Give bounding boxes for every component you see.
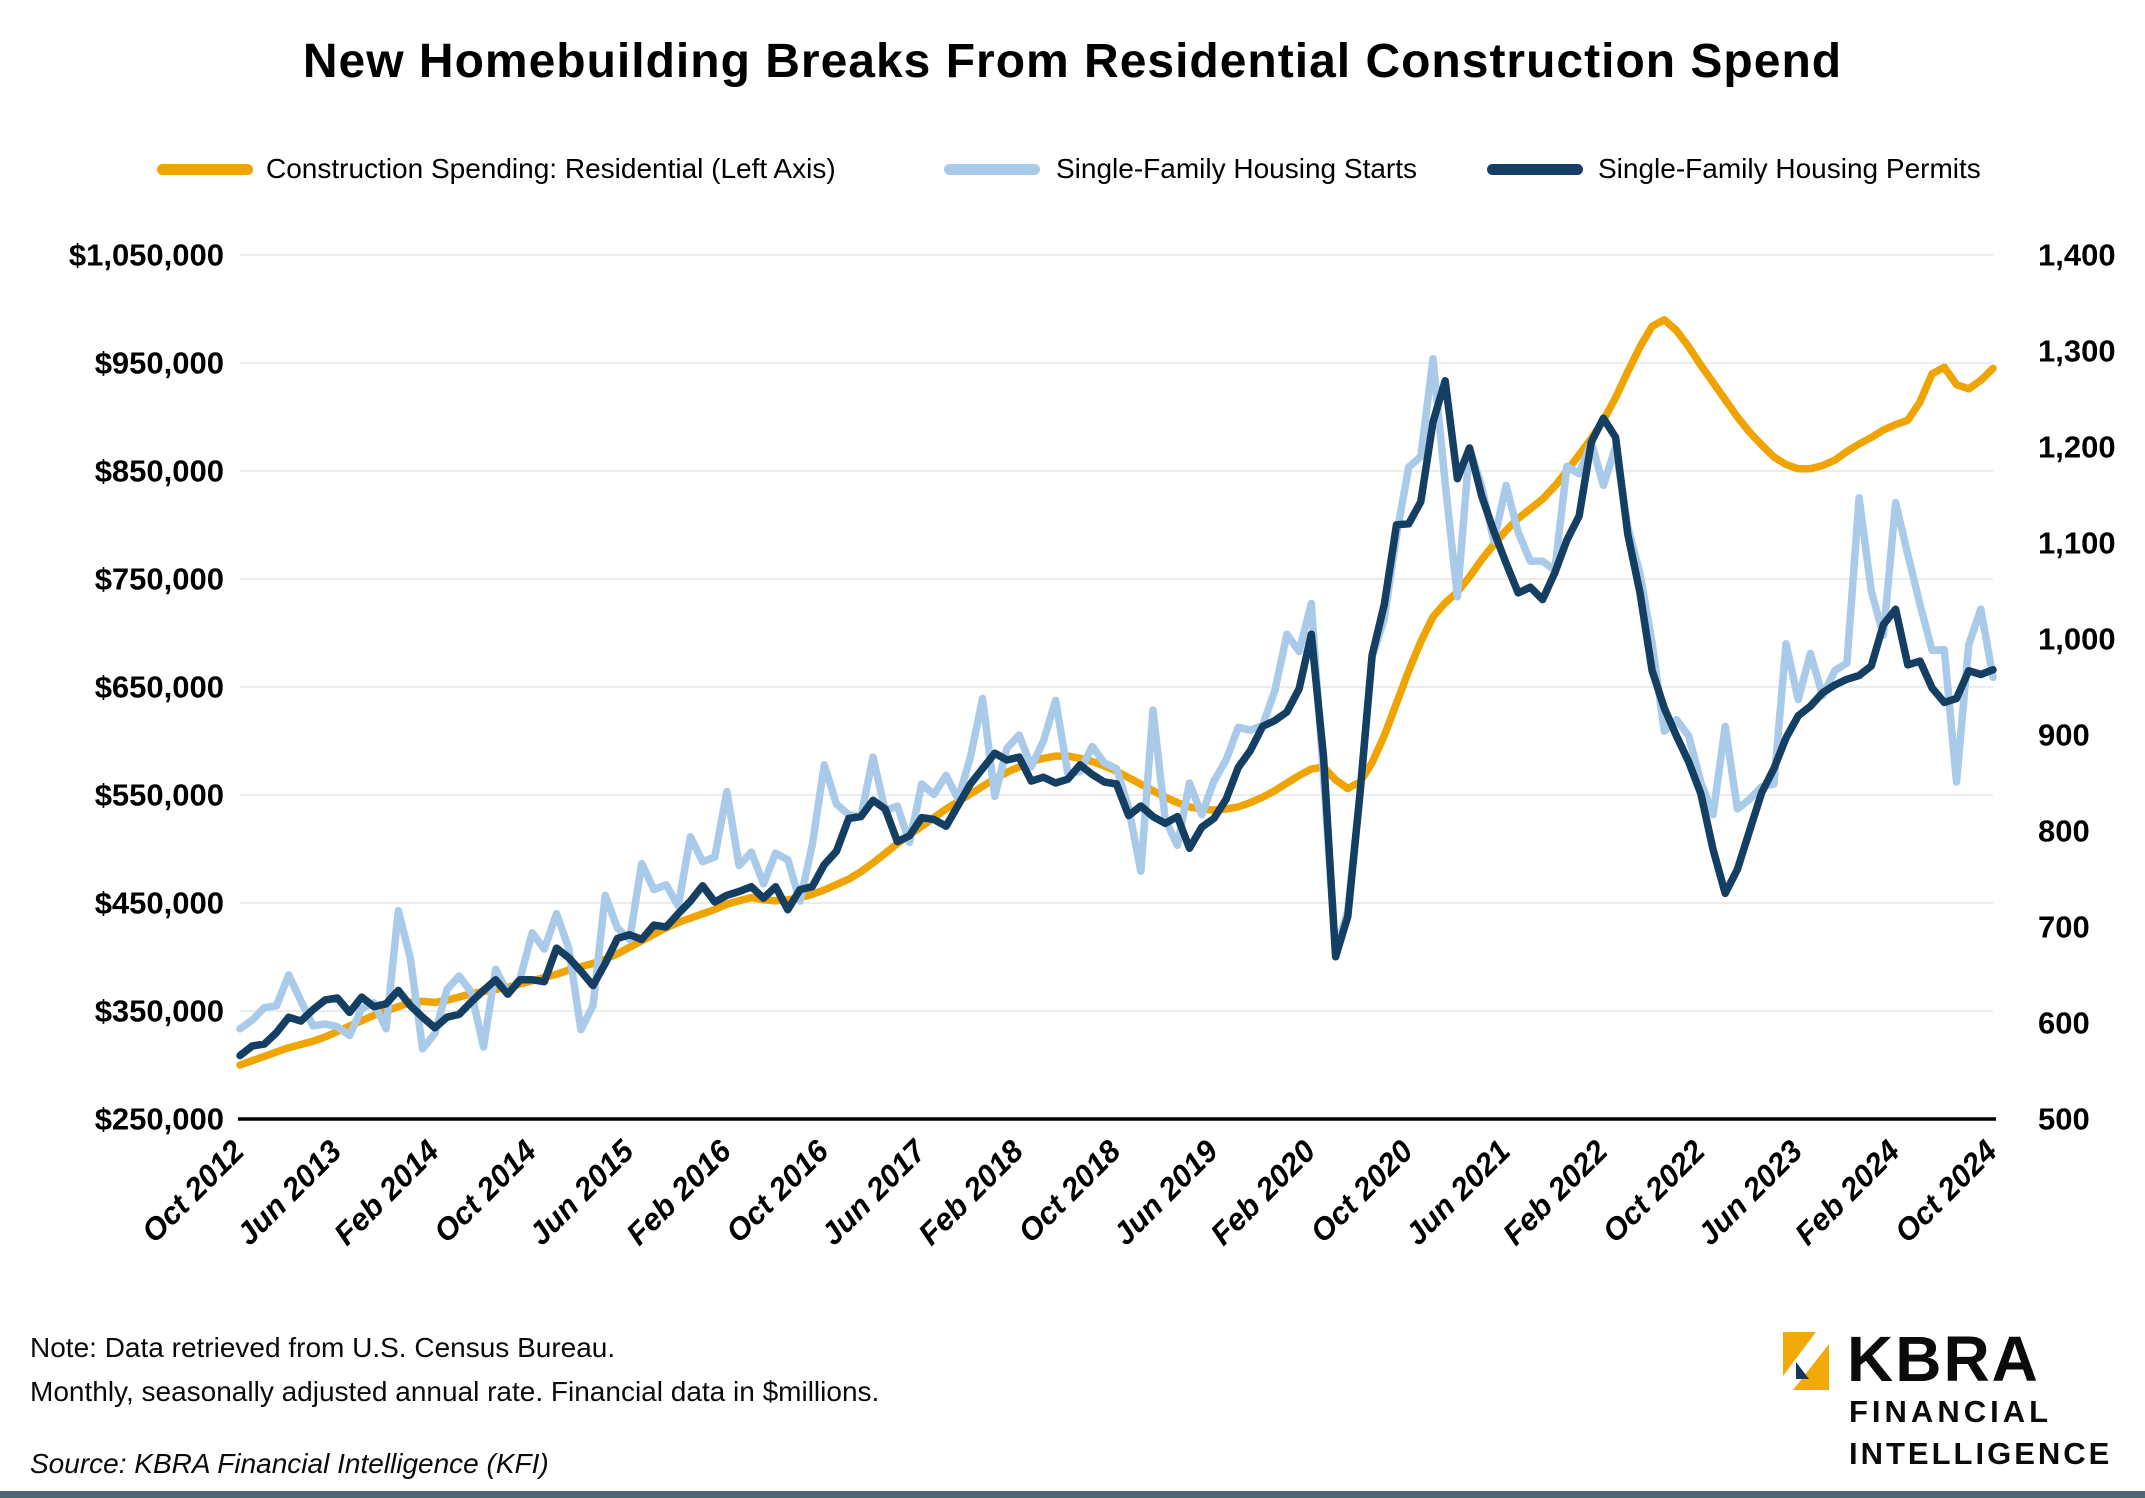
note-line-1: Note: Data retrieved from U.S. Census Bu… bbox=[30, 1332, 616, 1363]
x-axis-tick-label: Feb 2014 bbox=[327, 1133, 446, 1252]
chart-legend: Construction Spending: Residential (Left… bbox=[0, 150, 2145, 190]
left-axis-tick-label: $350,000 bbox=[95, 994, 224, 1029]
x-axis-tick-label: Jun 2017 bbox=[814, 1132, 934, 1252]
bottom-accent-bar bbox=[0, 1491, 2145, 1498]
series-line-construction-spending-residential-left-axis bbox=[236, 316, 1997, 1069]
right-axis-tick-label: 1,300 bbox=[2038, 334, 2116, 369]
kbra-logo-intelligence: INTELLIGENCE bbox=[1849, 1436, 2113, 1471]
page-title: New Homebuilding Breaks From Residential… bbox=[302, 35, 1843, 88]
series-line-single-family-housing-starts bbox=[236, 354, 1997, 1053]
right-axis-tick-label: 1,200 bbox=[2038, 430, 2116, 465]
right-axis-tick-label: 700 bbox=[2038, 910, 2090, 945]
kbra-logo: KBRA FINANCIAL INTELLIGENCE bbox=[1783, 1323, 2133, 1475]
left-axis-tick-label: $650,000 bbox=[95, 670, 224, 705]
x-axis-tick-label: Feb 2024 bbox=[1788, 1133, 1907, 1252]
left-axis-tick-label: $250,000 bbox=[95, 1102, 224, 1137]
left-axis-tick-label: $750,000 bbox=[95, 562, 224, 597]
right-axis-tick-label: 1,100 bbox=[2038, 526, 2116, 561]
left-axis-tick-label: $950,000 bbox=[95, 346, 224, 381]
right-axis-tick-label: 800 bbox=[2038, 814, 2090, 849]
right-axis-tick-label: 1,000 bbox=[2038, 622, 2116, 657]
x-axis-tick-label: Jun 2019 bbox=[1106, 1133, 1225, 1252]
housing-chart: $1,050,000 $950,000 $850,000 $750,000 $650,0… bbox=[69, 238, 2116, 1252]
x-axis-tick-label: Oct 2024 bbox=[1888, 1133, 2004, 1249]
x-axis-tick-label: Feb 2020 bbox=[1204, 1133, 1323, 1252]
x-axis-tick-label: Jun 2013 bbox=[230, 1133, 349, 1252]
x-axis-tick-label: Jun 2021 bbox=[1398, 1133, 1517, 1252]
note-line-2: Monthly, seasonally adjusted annual rate… bbox=[30, 1376, 880, 1407]
left-axis-tick-label: $1,050,000 bbox=[69, 238, 224, 273]
right-axis-tick-label: 600 bbox=[2038, 1006, 2090, 1041]
right-axis-tick-label: 1,400 bbox=[2038, 238, 2116, 273]
right-axis-tick-label: 900 bbox=[2038, 718, 2090, 753]
kbra-logo-financial: FINANCIAL bbox=[1849, 1394, 2053, 1429]
kbra-logo-mark-icon bbox=[1783, 1332, 1829, 1390]
left-axis-tick-label: $850,000 bbox=[95, 454, 224, 489]
legend-swatch-construction-spending bbox=[157, 164, 253, 175]
x-axis-tick-label: Feb 2016 bbox=[619, 1133, 738, 1252]
x-axis-tick-label: Jun 2023 bbox=[1691, 1133, 1810, 1252]
legend-label-construction-spending: Construction Spending: Residential (Left… bbox=[266, 153, 836, 184]
left-axis-tick-label: $450,000 bbox=[95, 886, 224, 921]
x-axis-tick-label: Feb 2018 bbox=[911, 1133, 1030, 1252]
series-line-single-family-housing-permits bbox=[236, 377, 1997, 1060]
kbra-logo-wordmark: KBRA bbox=[1847, 1323, 2040, 1395]
x-axis-tick-label: Feb 2022 bbox=[1496, 1133, 1615, 1252]
source-line: Source: KBRA Financial Intelligence (KFI… bbox=[30, 1448, 549, 1479]
legend-swatch-housing-starts bbox=[944, 164, 1040, 175]
legend-label-housing-starts: Single-Family Housing Starts bbox=[1056, 153, 1418, 184]
x-axis-tick-label: Jun 2015 bbox=[522, 1133, 641, 1252]
legend-swatch-housing-permits bbox=[1487, 164, 1583, 175]
left-axis-tick-label: $550,000 bbox=[95, 778, 224, 813]
legend-label-housing-permits: Single-Family Housing Permits bbox=[1598, 153, 1981, 184]
right-axis-tick-label: 500 bbox=[2038, 1102, 2090, 1137]
